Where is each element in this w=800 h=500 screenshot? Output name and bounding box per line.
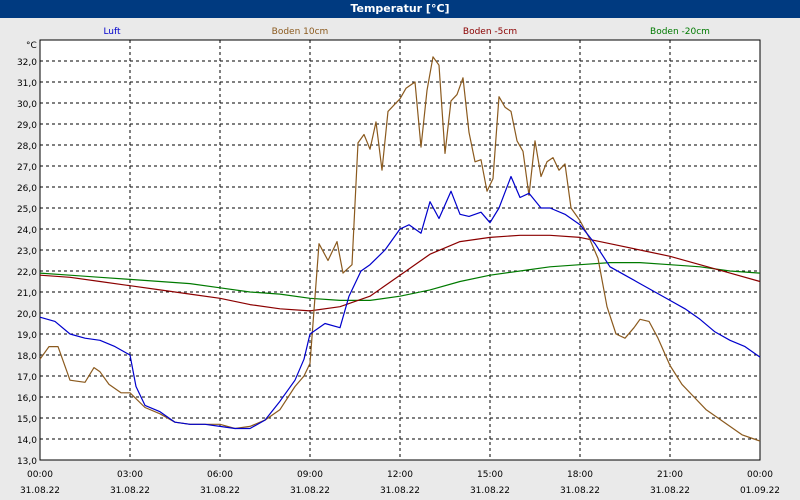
y-tick-label: 28,0 bbox=[17, 142, 37, 152]
y-tick-label: 18,0 bbox=[17, 352, 37, 362]
x-tick-time: 18:00 bbox=[567, 470, 593, 480]
temperature-chart: 13,0 14,0 15,0 16,0 17,0 18,0 19,0 20,0 21,0 22,0… bbox=[17, 27, 780, 496]
series-line-boden-5cm bbox=[39, 234, 761, 312]
legend-entry: Boden 10cm bbox=[272, 27, 329, 37]
x-tick-date: 31.08.22 bbox=[470, 486, 510, 496]
x-tick-date: 31.08.22 bbox=[290, 486, 330, 496]
y-tick-label: 13,0 bbox=[17, 457, 37, 467]
x-tick-time: 21:00 bbox=[657, 470, 683, 480]
y-tick-label: 26,0 bbox=[17, 184, 37, 194]
y-tick-label: 27,0 bbox=[17, 163, 37, 173]
y-tick-label: 21,0 bbox=[17, 289, 37, 299]
legend-entry: Boden -5cm bbox=[463, 27, 517, 37]
y-tick-label: 30,0 bbox=[17, 100, 37, 110]
x-tick-date: 31.08.22 bbox=[20, 486, 60, 496]
y-tick-label: 20,0 bbox=[17, 310, 37, 320]
title-bar: Temperatur [°C] bbox=[0, 0, 800, 18]
x-tick-time: 15:00 bbox=[477, 470, 503, 480]
legend-entry: Boden -20cm bbox=[650, 27, 710, 37]
y-tick-label: 23,0 bbox=[17, 247, 37, 257]
y-tick-label: 32,0 bbox=[17, 58, 37, 68]
x-tick-time: 06:00 bbox=[207, 470, 233, 480]
y-tick-label: 17,0 bbox=[17, 373, 37, 383]
y-tick-label: 24,0 bbox=[17, 226, 37, 236]
y-tick-label: 31,0 bbox=[17, 79, 37, 89]
x-tick-time: 00:00 bbox=[747, 470, 773, 480]
y-tick-label: 29,0 bbox=[17, 121, 37, 131]
y-tick-label: 22,0 bbox=[17, 268, 37, 278]
y-tick-label: 16,0 bbox=[17, 394, 37, 404]
x-tick-time: 09:00 bbox=[297, 470, 323, 480]
x-tick-date: 31.08.22 bbox=[380, 486, 420, 496]
series-line-boden-20cm bbox=[39, 262, 761, 301]
x-tick-date: 31.08.22 bbox=[110, 486, 150, 496]
y-tick-label: 14,0 bbox=[17, 436, 37, 446]
y-tick-label: 15,0 bbox=[17, 415, 37, 425]
x-tick-date: 31.08.22 bbox=[560, 486, 600, 496]
x-tick-date: 01.09.22 bbox=[740, 486, 780, 496]
x-tick-time: 03:00 bbox=[117, 470, 143, 480]
legend-entry: Luft bbox=[103, 27, 121, 37]
x-tick-date: 31.08.22 bbox=[200, 486, 240, 496]
y-tick-label: 19,0 bbox=[17, 331, 37, 341]
y-tick-label: 25,0 bbox=[17, 205, 37, 215]
y-axis-label: °C bbox=[26, 41, 37, 51]
x-tick-time: 00:00 bbox=[27, 470, 53, 480]
series-line-luft bbox=[39, 175, 761, 430]
chart-title: Temperatur [°C] bbox=[350, 2, 450, 15]
x-tick-date: 31.08.22 bbox=[650, 486, 690, 496]
x-tick-time: 12:00 bbox=[387, 470, 413, 480]
